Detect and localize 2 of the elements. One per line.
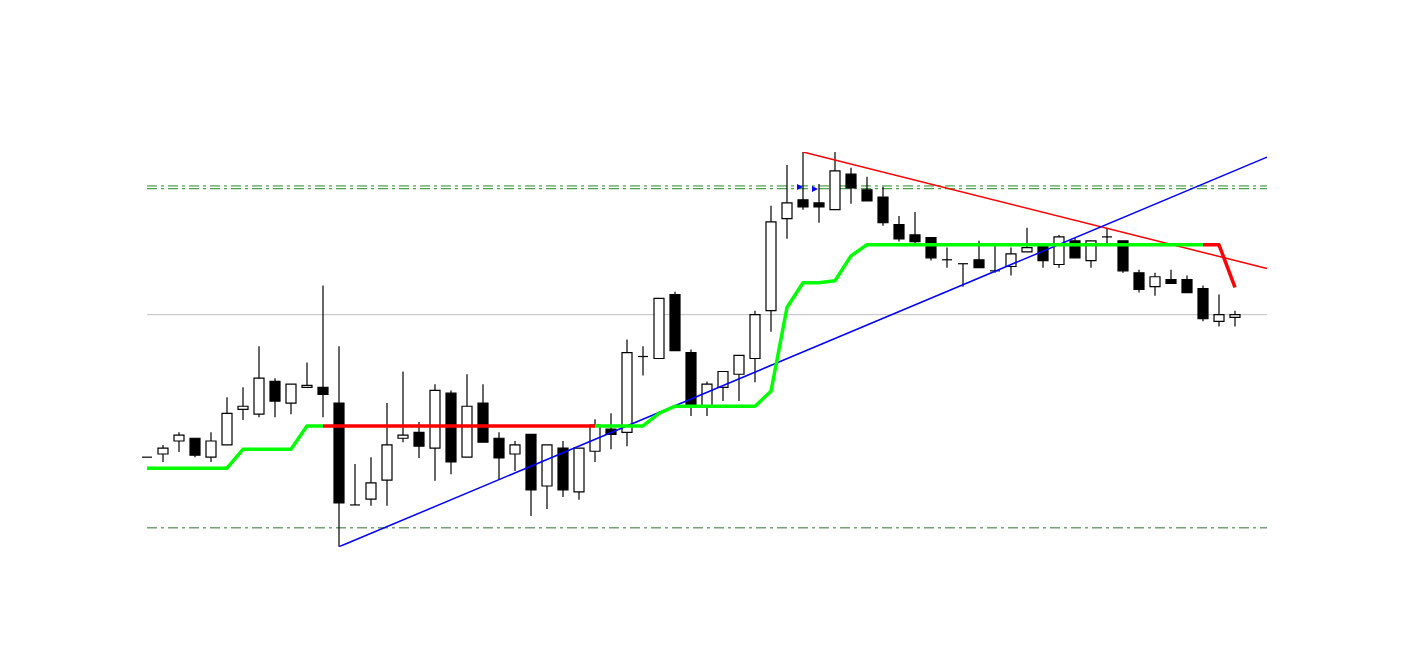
candlestick — [349, 463, 361, 506]
candlestick — [1101, 227, 1113, 246]
